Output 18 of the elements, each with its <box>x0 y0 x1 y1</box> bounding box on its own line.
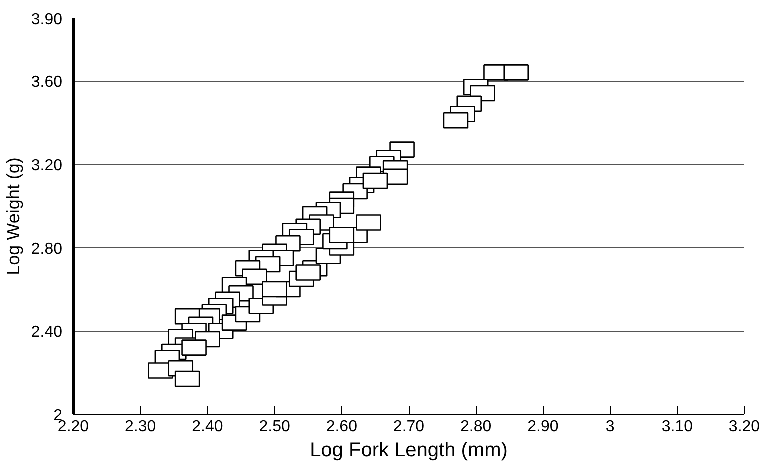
x-tick-label: 2.60 <box>326 418 358 436</box>
x-tick-label: 3 <box>606 418 615 436</box>
y-axis-title: Log Weight (g) <box>3 158 24 276</box>
x-axis-title: Log Fork Length (mm) <box>310 440 508 462</box>
x-tick-label: 2.80 <box>460 418 492 436</box>
y-tick-label: 2.40 <box>31 324 63 342</box>
x-tick-label: 2.40 <box>192 418 224 436</box>
y-tick-label: 3.60 <box>31 74 63 92</box>
y-tick-label: 2.80 <box>31 240 63 258</box>
x-tick-label: 2.30 <box>125 418 156 436</box>
x-tick-label: 3.10 <box>662 418 694 436</box>
x-tick-label: 2.20 <box>58 418 90 436</box>
x-tick-label: 2.50 <box>259 418 290 436</box>
y-tick-label: 3.20 <box>31 157 63 174</box>
y-tick-label: 3.90 <box>31 12 63 28</box>
x-tick-label: 3.20 <box>728 418 760 436</box>
x-tick-label: 2.70 <box>393 418 425 436</box>
x-tick-label: 2.90 <box>528 418 559 436</box>
